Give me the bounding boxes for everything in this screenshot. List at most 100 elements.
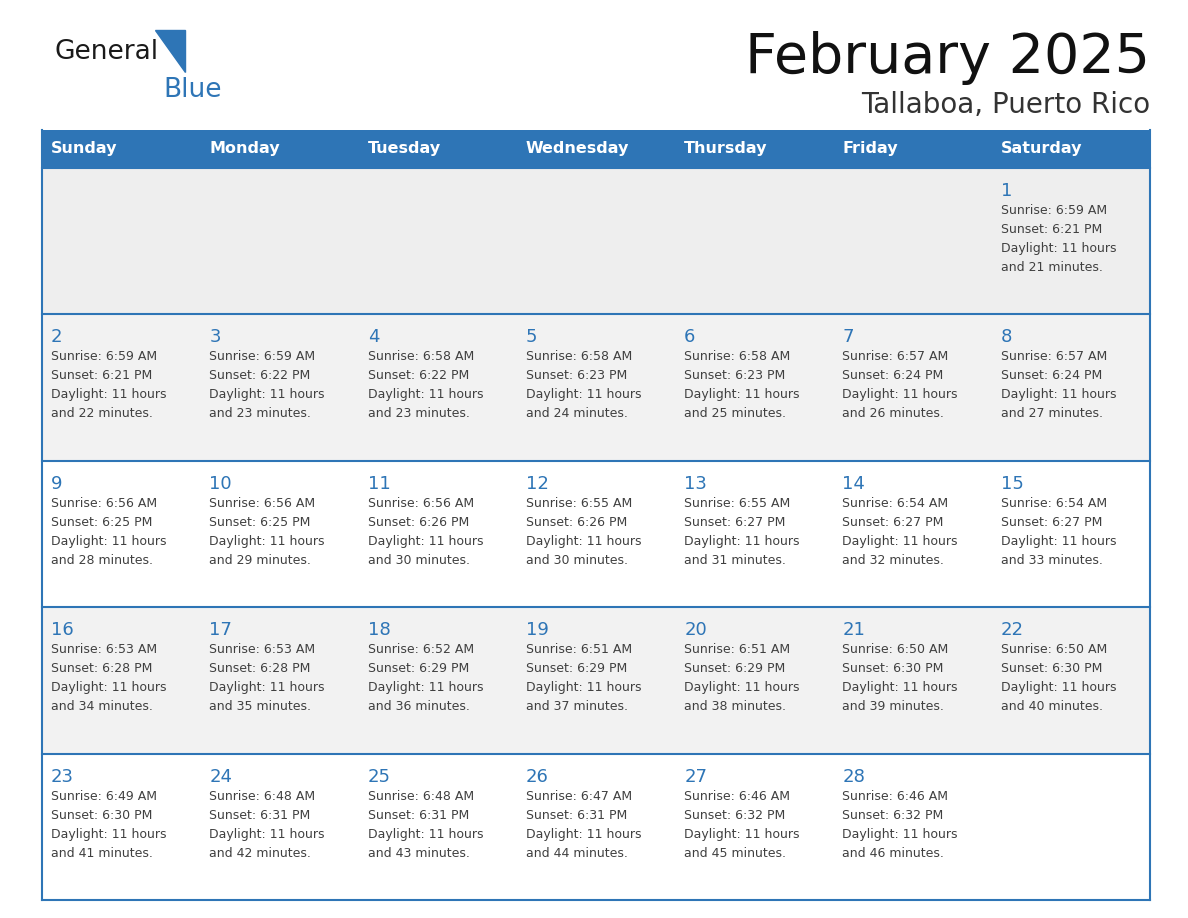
Bar [201,754,359,900]
Text: 1: 1 [1000,182,1012,200]
Text: Daylight: 11 hours: Daylight: 11 hours [842,388,958,401]
Text: 19: 19 [526,621,549,639]
Text: and 32 minutes.: and 32 minutes. [842,554,944,566]
Text: Daylight: 11 hours: Daylight: 11 hours [51,388,166,401]
Polygon shape [154,30,185,72]
Text: February 2025: February 2025 [745,31,1150,85]
Text: Sunset: 6:31 PM: Sunset: 6:31 PM [367,809,469,822]
Text: Daylight: 11 hours: Daylight: 11 hours [367,388,484,401]
Bar [517,168,675,314]
Text: 13: 13 [684,475,707,493]
Text: 10: 10 [209,475,232,493]
Text: Daylight: 11 hours: Daylight: 11 hours [842,535,958,548]
Text: and 44 minutes.: and 44 minutes. [526,846,627,859]
Bar [201,130,359,168]
Bar [359,754,517,900]
Text: Friday: Friday [842,141,898,156]
Text: and 27 minutes.: and 27 minutes. [1000,408,1102,420]
Text: Sunset: 6:29 PM: Sunset: 6:29 PM [367,662,469,676]
Text: Sunset: 6:31 PM: Sunset: 6:31 PM [209,809,310,822]
Text: General: General [55,39,159,65]
Text: 16: 16 [51,621,74,639]
Text: Sunset: 6:29 PM: Sunset: 6:29 PM [526,662,627,676]
Text: and 23 minutes.: and 23 minutes. [367,408,469,420]
Text: Daylight: 11 hours: Daylight: 11 hours [842,681,958,694]
Bar [834,461,992,607]
Text: and 31 minutes.: and 31 minutes. [684,554,786,566]
Bar [517,314,675,461]
Bar [675,130,834,168]
Text: Sunrise: 6:56 AM: Sunrise: 6:56 AM [51,497,157,509]
Text: 4: 4 [367,329,379,346]
Text: Sunset: 6:28 PM: Sunset: 6:28 PM [51,662,152,676]
Text: Sunrise: 6:53 AM: Sunrise: 6:53 AM [51,644,157,656]
Text: Sunset: 6:28 PM: Sunset: 6:28 PM [209,662,310,676]
Text: Daylight: 11 hours: Daylight: 11 hours [367,828,484,841]
Bar [675,607,834,754]
Text: Daylight: 11 hours: Daylight: 11 hours [51,828,166,841]
Text: 18: 18 [367,621,391,639]
Text: 11: 11 [367,475,391,493]
Text: Sunrise: 6:51 AM: Sunrise: 6:51 AM [684,644,790,656]
Bar [834,130,992,168]
Text: Tallaboa, Puerto Rico: Tallaboa, Puerto Rico [861,91,1150,119]
Text: 3: 3 [209,329,221,346]
Text: and 33 minutes.: and 33 minutes. [1000,554,1102,566]
Text: 22: 22 [1000,621,1024,639]
Text: Sunset: 6:25 PM: Sunset: 6:25 PM [209,516,310,529]
Bar [834,754,992,900]
Text: and 40 minutes.: and 40 minutes. [1000,700,1102,713]
Text: Sunrise: 6:52 AM: Sunrise: 6:52 AM [367,644,474,656]
Text: Daylight: 11 hours: Daylight: 11 hours [1000,535,1117,548]
Text: 24: 24 [209,767,233,786]
Text: 5: 5 [526,329,537,346]
Text: Daylight: 11 hours: Daylight: 11 hours [209,388,324,401]
Text: and 23 minutes.: and 23 minutes. [209,408,311,420]
Text: 17: 17 [209,621,232,639]
Text: and 22 minutes.: and 22 minutes. [51,408,153,420]
Text: Daylight: 11 hours: Daylight: 11 hours [1000,681,1117,694]
Text: and 34 minutes.: and 34 minutes. [51,700,153,713]
Text: Sunset: 6:25 PM: Sunset: 6:25 PM [51,516,152,529]
Text: Sunset: 6:21 PM: Sunset: 6:21 PM [1000,223,1102,236]
Text: and 46 minutes.: and 46 minutes. [842,846,944,859]
Text: and 35 minutes.: and 35 minutes. [209,700,311,713]
Text: Sunset: 6:24 PM: Sunset: 6:24 PM [1000,369,1102,383]
Text: and 45 minutes.: and 45 minutes. [684,846,786,859]
Bar [42,168,201,314]
Text: Daylight: 11 hours: Daylight: 11 hours [209,535,324,548]
Text: 12: 12 [526,475,549,493]
Text: Sunrise: 6:56 AM: Sunrise: 6:56 AM [367,497,474,509]
Text: Daylight: 11 hours: Daylight: 11 hours [367,681,484,694]
Text: Daylight: 11 hours: Daylight: 11 hours [1000,388,1117,401]
Bar [675,314,834,461]
Text: Sunset: 6:23 PM: Sunset: 6:23 PM [684,369,785,383]
Text: and 41 minutes.: and 41 minutes. [51,846,153,859]
Text: Sunset: 6:22 PM: Sunset: 6:22 PM [367,369,469,383]
Text: Sunrise: 6:55 AM: Sunrise: 6:55 AM [526,497,632,509]
Text: Sunset: 6:26 PM: Sunset: 6:26 PM [367,516,469,529]
Bar [42,607,201,754]
Text: Daylight: 11 hours: Daylight: 11 hours [526,535,642,548]
Text: Sunset: 6:30 PM: Sunset: 6:30 PM [842,662,943,676]
Text: Sunrise: 6:59 AM: Sunrise: 6:59 AM [1000,204,1107,217]
Text: Daylight: 11 hours: Daylight: 11 hours [842,828,958,841]
Bar [42,461,201,607]
Text: and 24 minutes.: and 24 minutes. [526,408,627,420]
Bar [992,607,1150,754]
Text: Blue: Blue [163,77,221,103]
Text: Daylight: 11 hours: Daylight: 11 hours [526,388,642,401]
Text: and 28 minutes.: and 28 minutes. [51,554,153,566]
Text: Daylight: 11 hours: Daylight: 11 hours [684,681,800,694]
Text: Daylight: 11 hours: Daylight: 11 hours [526,828,642,841]
Text: 7: 7 [842,329,854,346]
Text: Sunrise: 6:50 AM: Sunrise: 6:50 AM [1000,644,1107,656]
Bar [517,130,675,168]
Text: Daylight: 11 hours: Daylight: 11 hours [367,535,484,548]
Bar [992,168,1150,314]
Bar [992,754,1150,900]
Text: Sunrise: 6:59 AM: Sunrise: 6:59 AM [51,351,157,364]
Text: 14: 14 [842,475,865,493]
Text: 15: 15 [1000,475,1024,493]
Bar [42,314,201,461]
